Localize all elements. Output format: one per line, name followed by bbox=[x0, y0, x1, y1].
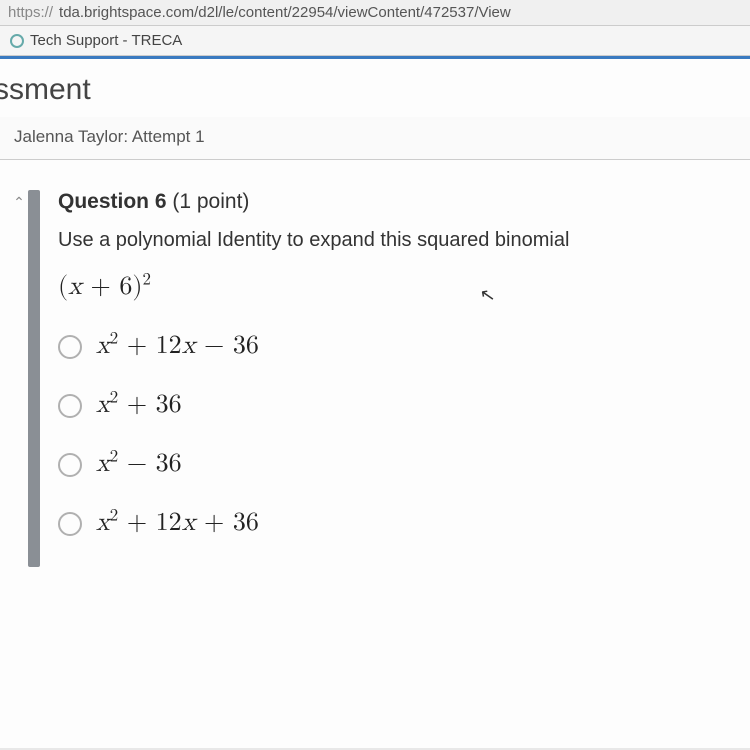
url-text: tda.brightspace.com/d2l/le/content/22954… bbox=[59, 4, 511, 21]
question-heading: Question 6 (1 point) bbox=[58, 190, 730, 214]
question-prompt: Use a polynomial Identity to expand this… bbox=[58, 226, 730, 254]
question-points: (1 point) bbox=[172, 190, 249, 213]
question-container: ⌃ Question 6 (1 point) Use a polynomial … bbox=[10, 190, 750, 567]
question-side-indicator bbox=[28, 190, 40, 567]
option-expression: x2 + 12x − 36 bbox=[96, 331, 259, 362]
question-body: Question 6 (1 point) Use a polynomial Id… bbox=[58, 190, 750, 567]
question-number: Question 6 bbox=[58, 190, 167, 213]
url-protocol: https:// bbox=[8, 4, 53, 21]
attempt-info: Jalenna Taylor: Attempt 1 bbox=[0, 117, 750, 160]
option-expression: x2 + 12x + 36 bbox=[96, 508, 259, 539]
answer-option[interactable]: x2 + 36 bbox=[58, 390, 730, 421]
tab-title: Tech Support - TRECA bbox=[30, 32, 182, 49]
browser-address-bar[interactable]: https:// tda.brightspace.com/d2l/le/conte… bbox=[0, 0, 750, 26]
radio-icon[interactable] bbox=[58, 335, 82, 359]
page-content: ssment Jalenna Taylor: Attempt 1 ⌃ Quest… bbox=[0, 56, 750, 748]
option-expression: x2 − 36 bbox=[96, 449, 182, 480]
answer-option[interactable]: x2 − 36 bbox=[58, 449, 730, 480]
collapse-chevron-icon[interactable]: ⌃ bbox=[10, 190, 28, 567]
page-title: ssment bbox=[0, 59, 750, 117]
answer-options: x2 + 12x − 36 x2 + 36 x2 − 36 x2 + 12x +… bbox=[58, 331, 730, 539]
option-expression: x2 + 36 bbox=[96, 390, 182, 421]
answer-option[interactable]: x2 + 12x + 36 bbox=[58, 508, 730, 539]
question-expression: (x + 6)2 bbox=[58, 272, 730, 303]
browser-tab[interactable]: Tech Support - TRECA bbox=[0, 26, 750, 56]
tab-favicon-icon bbox=[10, 34, 24, 48]
radio-icon[interactable] bbox=[58, 394, 82, 418]
answer-option[interactable]: x2 + 12x − 36 bbox=[58, 331, 730, 362]
radio-icon[interactable] bbox=[58, 453, 82, 477]
radio-icon[interactable] bbox=[58, 512, 82, 536]
